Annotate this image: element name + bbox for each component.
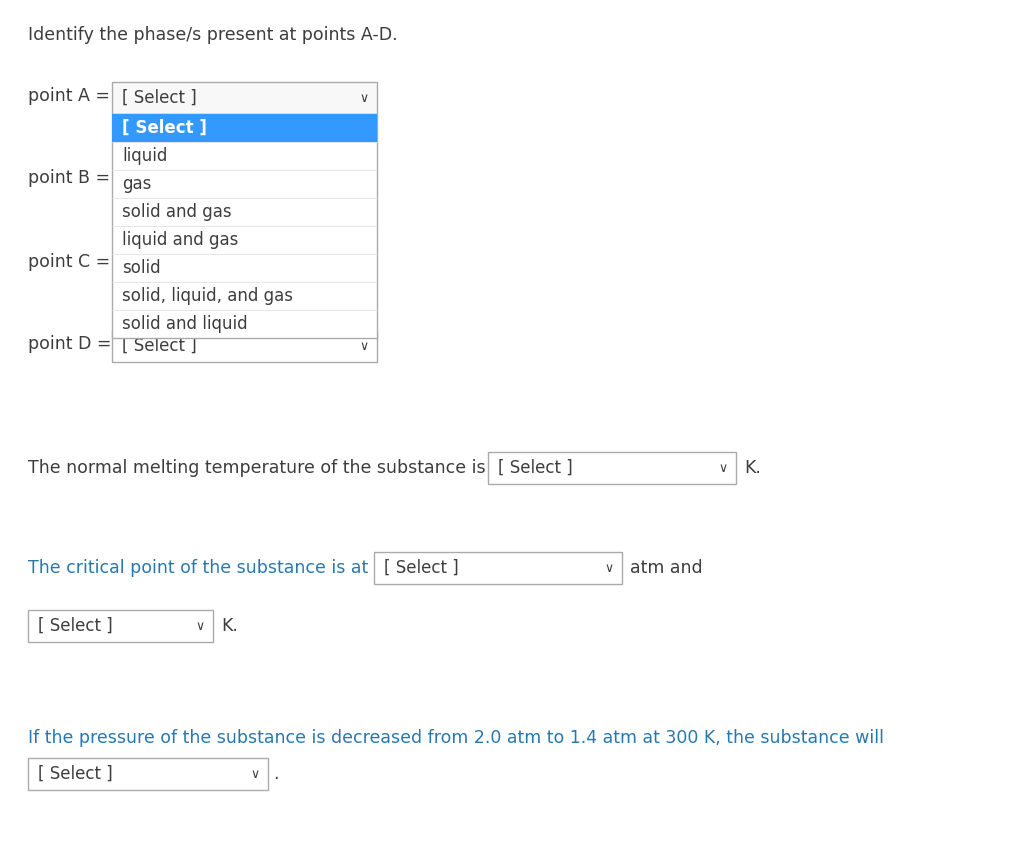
- FancyBboxPatch shape: [112, 82, 377, 114]
- Text: point C =: point C =: [28, 253, 111, 271]
- Text: point B =: point B =: [28, 169, 111, 187]
- Text: ∨: ∨: [604, 561, 614, 574]
- Text: gas: gas: [122, 175, 152, 193]
- Text: The normal melting temperature of the substance is: The normal melting temperature of the su…: [28, 459, 486, 477]
- Text: Identify the phase/s present at points A-D.: Identify the phase/s present at points A…: [28, 26, 398, 44]
- FancyBboxPatch shape: [112, 114, 377, 338]
- Text: solid and liquid: solid and liquid: [122, 315, 248, 333]
- FancyBboxPatch shape: [112, 330, 377, 362]
- Text: .: .: [273, 765, 279, 783]
- FancyBboxPatch shape: [374, 552, 622, 584]
- Text: point A =: point A =: [28, 87, 109, 105]
- Text: ∨: ∨: [195, 620, 205, 632]
- Text: ∨: ∨: [359, 339, 368, 352]
- Text: [ Select ]: [ Select ]: [498, 459, 572, 477]
- Text: solid and gas: solid and gas: [122, 203, 231, 221]
- Text: [ Select ]: [ Select ]: [122, 119, 207, 137]
- Text: atm and: atm and: [630, 559, 702, 577]
- Text: ∨: ∨: [718, 462, 727, 475]
- Text: [ Select ]: [ Select ]: [384, 559, 459, 577]
- Text: [ Select ]: [ Select ]: [38, 617, 113, 635]
- FancyBboxPatch shape: [28, 758, 268, 790]
- Text: The critical point of the substance is at: The critical point of the substance is a…: [28, 559, 368, 577]
- FancyBboxPatch shape: [112, 114, 377, 142]
- Text: solid, liquid, and gas: solid, liquid, and gas: [122, 287, 293, 305]
- Text: solid: solid: [122, 259, 160, 277]
- FancyBboxPatch shape: [488, 452, 735, 484]
- Text: ∨: ∨: [250, 768, 259, 781]
- Text: K.: K.: [221, 617, 238, 635]
- Text: [ Select ]: [ Select ]: [122, 89, 196, 107]
- Text: K.: K.: [744, 459, 761, 477]
- Text: liquid: liquid: [122, 147, 167, 165]
- Text: [ Select ]: [ Select ]: [38, 765, 113, 783]
- Text: If the pressure of the substance is decreased from 2.0 atm to 1.4 atm at 300 K, : If the pressure of the substance is decr…: [28, 729, 884, 747]
- Text: ∨: ∨: [359, 92, 368, 105]
- Text: point D =: point D =: [28, 335, 112, 353]
- FancyBboxPatch shape: [28, 610, 213, 642]
- Text: [ Select ]: [ Select ]: [122, 337, 196, 355]
- Text: liquid and gas: liquid and gas: [122, 231, 239, 249]
